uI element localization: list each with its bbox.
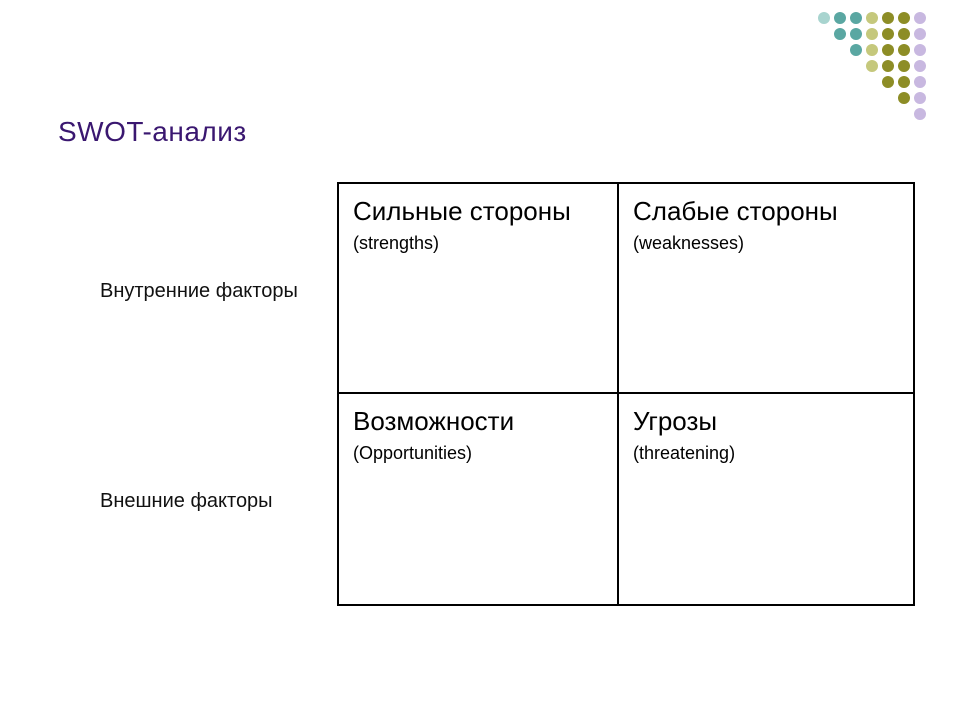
cell-threats-sub: (threatening) — [633, 443, 899, 464]
swot-table: Сильные стороны (strengths) Слабые сторо… — [337, 182, 915, 606]
row-label-internal: Внутренние факторы — [100, 278, 298, 304]
cell-weaknesses-sub: (weaknesses) — [633, 233, 899, 254]
corner-dots-icon — [770, 8, 930, 128]
cell-opportunities-title: Возможности — [353, 406, 603, 437]
cell-strengths-sub: (strengths) — [353, 233, 603, 254]
cell-strengths-title: Сильные стороны — [353, 196, 603, 227]
cell-threats-title: Угрозы — [633, 406, 899, 437]
page-title: SWOT-анализ — [58, 116, 247, 148]
cell-weaknesses-title: Слабые стороны — [633, 196, 899, 227]
title-suffix: -анализ — [142, 116, 246, 147]
title-swot: SWOT — [58, 116, 142, 147]
cell-opportunities-sub: (Opportunities) — [353, 443, 603, 464]
cell-opportunities: Возможности (Opportunities) — [338, 393, 618, 605]
cell-strengths: Сильные стороны (strengths) — [338, 183, 618, 393]
cell-weaknesses: Слабые стороны (weaknesses) — [618, 183, 914, 393]
cell-threats: Угрозы (threatening) — [618, 393, 914, 605]
row-label-external: Внешние факторы — [100, 488, 273, 514]
